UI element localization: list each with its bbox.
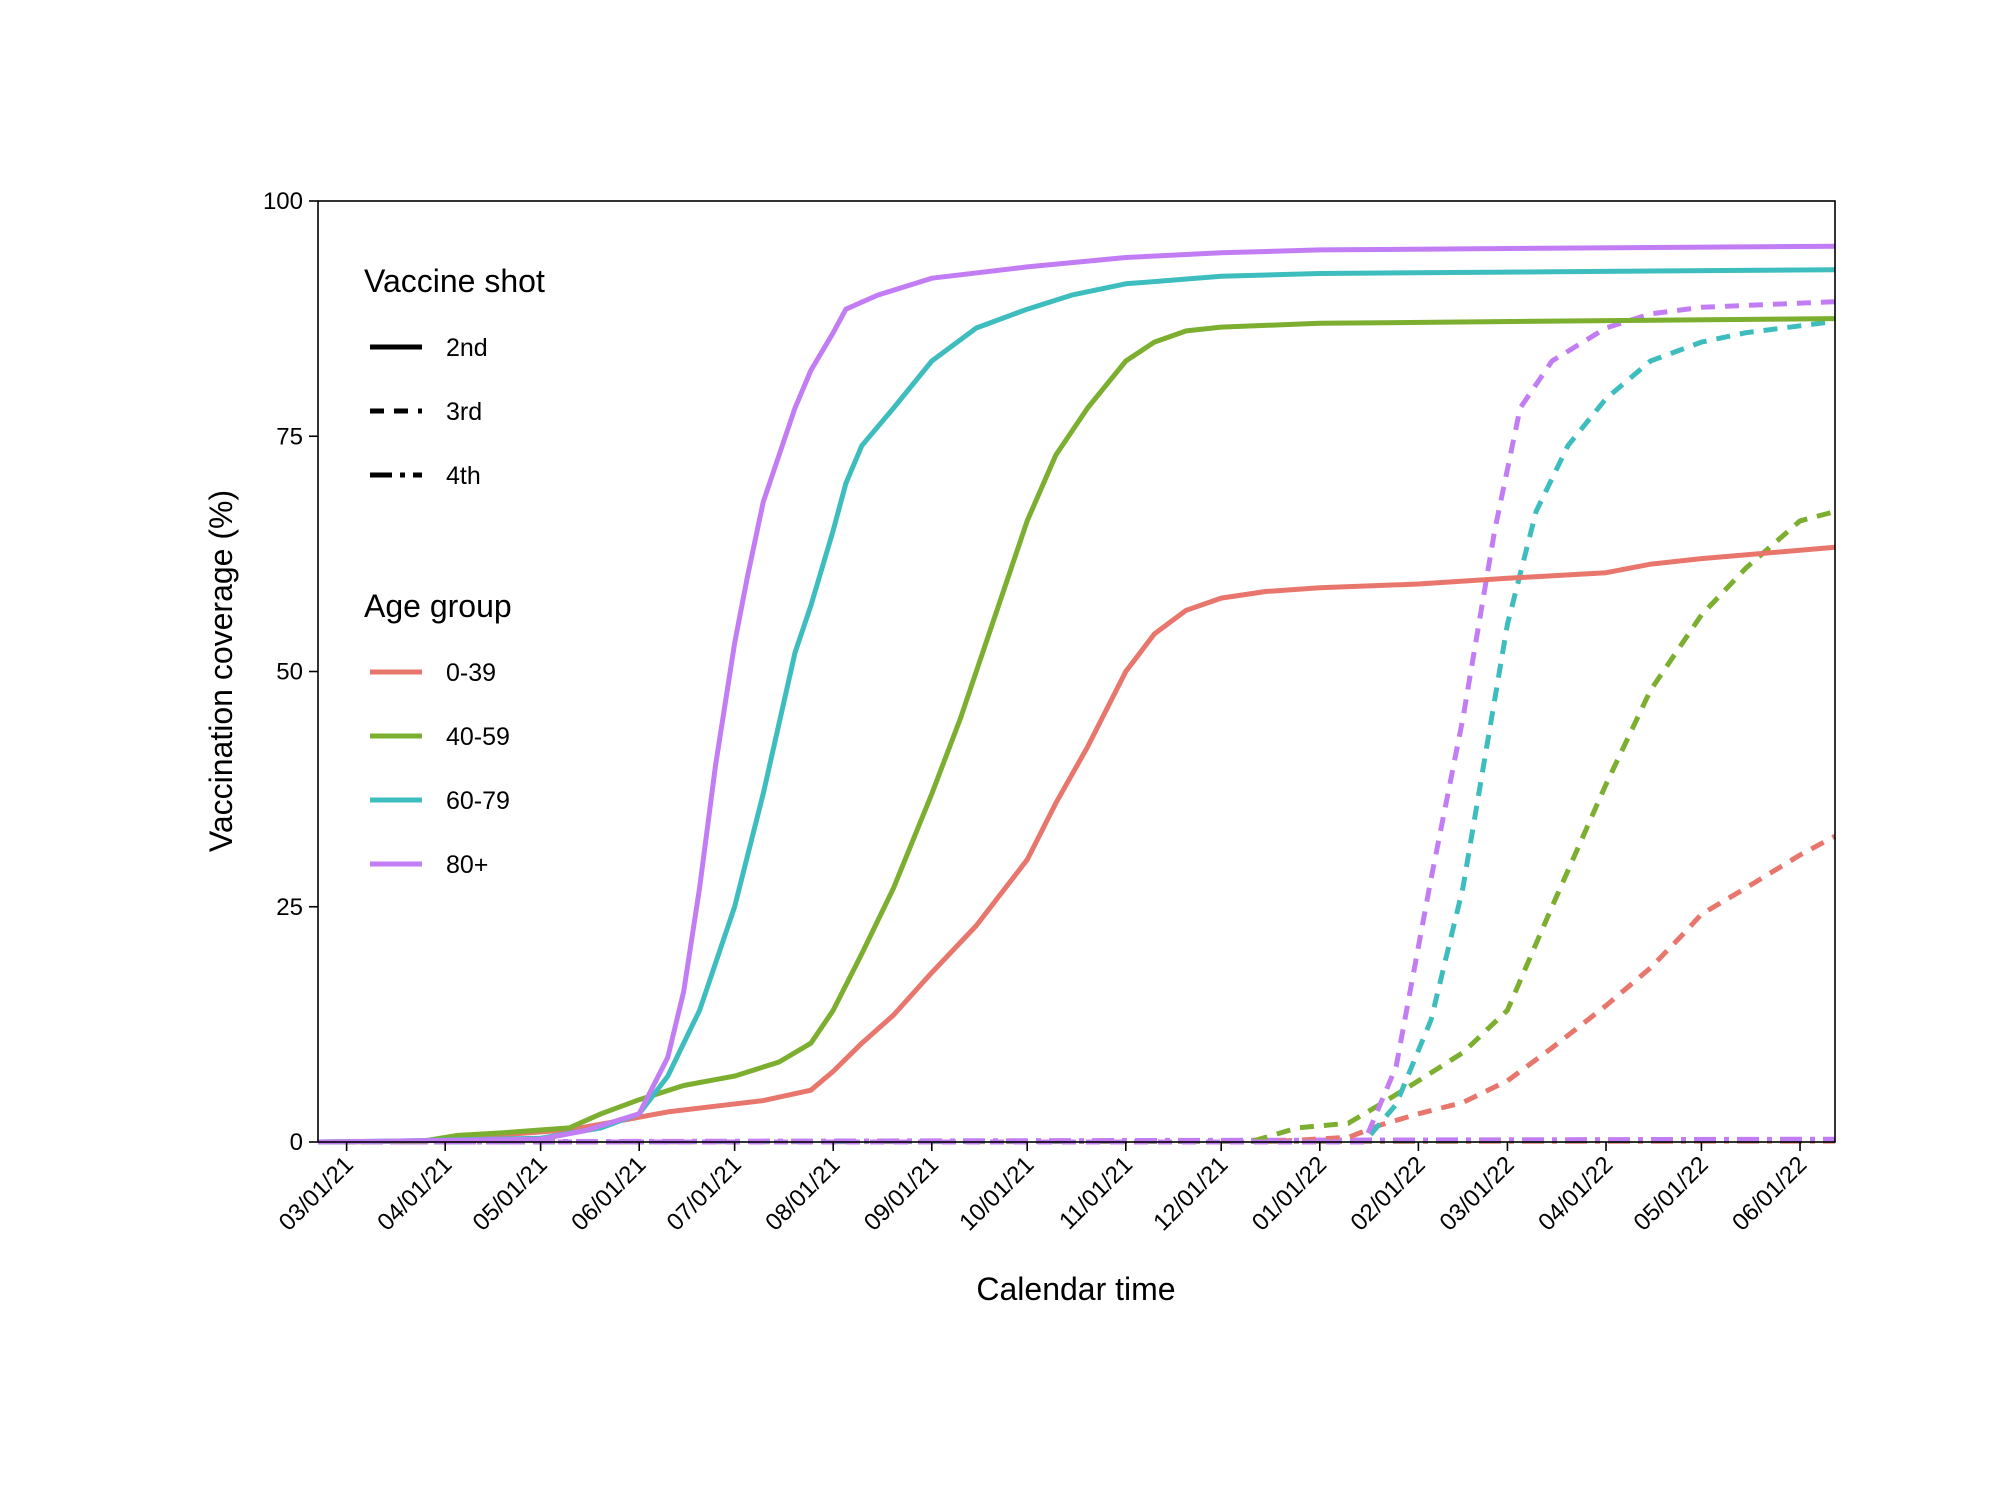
legend-label-4th: 4th — [446, 462, 481, 490]
series-line-0-39-3rd — [318, 833, 1837, 1145]
series-line-40-59-3rd — [318, 509, 1836, 1145]
legend-label-0-39: 0-39 — [446, 659, 496, 687]
legend-age-entries: 0-39 40-59 60-79 80+ — [370, 659, 510, 879]
series-line-80plus-4th — [317, 1136, 1836, 1145]
legend-label-3rd: 3rd — [446, 398, 482, 426]
series-line-40-59-2nd — [317, 316, 1836, 1145]
x-axis-title: Calendar time — [976, 1271, 1175, 1307]
y-tick-label: 75 — [276, 423, 303, 450]
y-tick-label: 50 — [276, 659, 303, 686]
y-axis: 0 25 50 75 100 — [263, 188, 318, 1156]
legend-label-2nd: 2nd — [446, 334, 488, 362]
legend-label-40-59: 40-59 — [446, 723, 510, 751]
y-tick-label: 0 — [290, 1129, 303, 1156]
legend-title-vaccine-shot: Vaccine shot — [364, 263, 545, 299]
y-tick-label: 25 — [276, 894, 303, 921]
legend-shot-entries: 2nd 3rd 4th — [370, 334, 488, 490]
series-line-80plus-2nd — [317, 243, 1836, 1145]
series-line-60-79-3rd — [318, 318, 1836, 1145]
legend-label-60-79: 60-79 — [446, 787, 510, 815]
legend-title-age-group: Age group — [364, 588, 512, 624]
series-line-80plus-3rd — [318, 299, 1836, 1145]
y-axis-title: Vaccination coverage (%) — [203, 490, 239, 852]
y-tick-label: 100 — [263, 188, 303, 215]
legend-label-80plus: 80+ — [446, 851, 488, 879]
legend: Vaccine shot 2nd 3rd 4th Age group 0-39 40-… — [364, 263, 545, 879]
